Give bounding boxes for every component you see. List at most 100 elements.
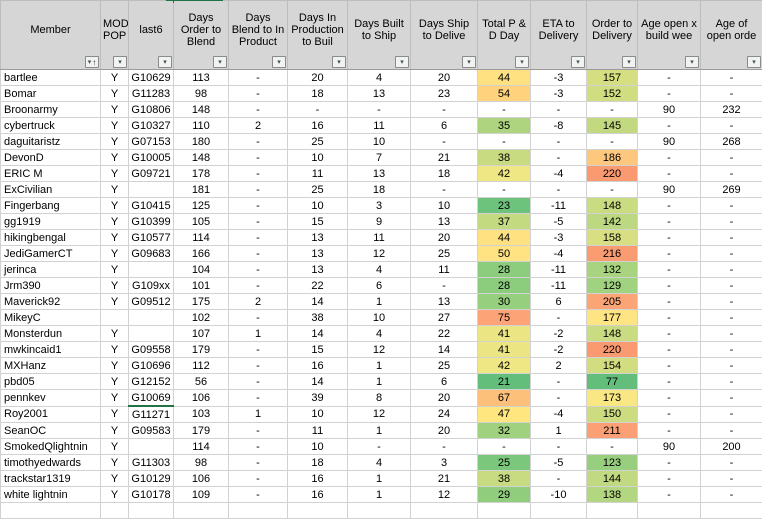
cell-days-in-production-to-build[interactable]: 25 (288, 134, 348, 150)
cell-age-of-open-order[interactable]: - (701, 198, 762, 214)
cell-age-open-x-build-week[interactable]: - (638, 406, 701, 423)
filter-dropdown-icon[interactable]: ▾ (395, 56, 409, 68)
cell-age-of-open-order[interactable]: - (701, 294, 762, 310)
cell-age-open-x-build-week[interactable]: - (638, 214, 701, 230)
cell-total-p-and-d-days[interactable]: 41 (478, 326, 531, 342)
cell-days-ship-to-deliver[interactable]: 22 (411, 326, 478, 342)
cell-eta-to-delivery[interactable]: - (531, 390, 587, 407)
cell-days-ship-to-deliver[interactable]: 20 (411, 423, 478, 439)
cell-mod-pop[interactable]: Y (101, 230, 129, 246)
cell-days-order-to-blend[interactable]: 179 (174, 423, 229, 439)
cell-order-to-delivery[interactable]: 145 (587, 118, 638, 134)
cell-days-ship-to-deliver[interactable]: 11 (411, 262, 478, 278)
cell-eta-to-delivery[interactable]: - (531, 150, 587, 166)
cell-mod-pop[interactable]: Y (101, 134, 129, 150)
cell-eta-to-delivery[interactable]: - (531, 182, 587, 198)
cell-days-blend-to-in-product[interactable]: - (229, 342, 288, 358)
cell-total-p-and-d-days[interactable]: - (478, 439, 531, 455)
cell-days-order-to-blend[interactable]: 112 (174, 358, 229, 374)
cell-days-order-to-blend[interactable] (174, 503, 229, 519)
cell-total-p-and-d-days[interactable]: 44 (478, 230, 531, 246)
cell-eta-to-delivery[interactable]: 6 (531, 294, 587, 310)
cell-days-built-to-ship[interactable]: 4 (348, 70, 411, 86)
cell-days-built-to-ship[interactable]: 1 (348, 374, 411, 390)
cell-days-built-to-ship[interactable]: 9 (348, 214, 411, 230)
cell-days-ship-to-deliver[interactable]: 12 (411, 487, 478, 503)
cell-last6[interactable]: G07153 (129, 134, 174, 150)
cell-last6[interactable]: G11271 (129, 406, 174, 423)
filter-dropdown-icon[interactable]: ▾ (332, 56, 346, 68)
filter-dropdown-icon[interactable]: ▾ (213, 56, 227, 68)
cell-days-blend-to-in-product[interactable]: - (229, 471, 288, 487)
cell-days-in-production-to-build[interactable]: 22 (288, 278, 348, 294)
cell-days-blend-to-in-product[interactable]: - (229, 439, 288, 455)
cell-total-p-and-d-days[interactable]: - (478, 102, 531, 118)
cell-days-in-production-to-build[interactable]: 10 (288, 150, 348, 166)
cell-member[interactable]: Maverick92 (1, 294, 101, 310)
cell-days-ship-to-deliver[interactable] (411, 503, 478, 519)
cell-total-p-and-d-days[interactable]: 75 (478, 310, 531, 326)
cell-days-in-production-to-build[interactable]: 13 (288, 230, 348, 246)
cell-last6[interactable]: G10005 (129, 150, 174, 166)
cell-total-p-and-d-days[interactable]: 23 (478, 198, 531, 214)
cell-age-of-open-order[interactable]: - (701, 278, 762, 294)
cell-eta-to-delivery[interactable]: -5 (531, 455, 587, 471)
cell-days-ship-to-deliver[interactable]: 6 (411, 374, 478, 390)
cell-order-to-delivery[interactable]: - (587, 182, 638, 198)
cell-mod-pop[interactable]: Y (101, 471, 129, 487)
cell-member[interactable]: pennkev (1, 390, 101, 407)
cell-age-of-open-order[interactable]: - (701, 310, 762, 326)
cell-last6[interactable]: G10696 (129, 358, 174, 374)
cell-age-open-x-build-week[interactable]: - (638, 487, 701, 503)
cell-days-in-production-to-build[interactable]: - (288, 102, 348, 118)
cell-days-in-production-to-build[interactable]: 11 (288, 423, 348, 439)
cell-order-to-delivery[interactable]: 211 (587, 423, 638, 439)
cell-days-built-to-ship[interactable]: 12 (348, 406, 411, 423)
cell-days-blend-to-in-product[interactable]: - (229, 102, 288, 118)
cell-order-to-delivery[interactable]: 129 (587, 278, 638, 294)
cell-total-p-and-d-days[interactable]: 37 (478, 214, 531, 230)
cell-order-to-delivery[interactable]: 142 (587, 214, 638, 230)
cell-days-ship-to-deliver[interactable]: 24 (411, 406, 478, 423)
cell-days-blend-to-in-product[interactable]: - (229, 166, 288, 182)
cell-days-in-production-to-build[interactable]: 18 (288, 86, 348, 102)
cell-age-of-open-order[interactable]: - (701, 214, 762, 230)
cell-last6[interactable]: G12152 (129, 374, 174, 390)
cell-mod-pop[interactable]: Y (101, 166, 129, 182)
cell-mod-pop[interactable]: Y (101, 294, 129, 310)
cell-age-of-open-order[interactable]: 268 (701, 134, 762, 150)
cell-order-to-delivery[interactable]: 144 (587, 471, 638, 487)
cell-eta-to-delivery[interactable]: - (531, 310, 587, 326)
cell-days-in-production-to-build[interactable] (288, 503, 348, 519)
cell-order-to-delivery[interactable]: 152 (587, 86, 638, 102)
cell-days-in-production-to-build[interactable]: 14 (288, 374, 348, 390)
cell-days-order-to-blend[interactable]: 114 (174, 230, 229, 246)
cell-member[interactable]: mwkincaid1 (1, 342, 101, 358)
cell-mod-pop[interactable]: Y (101, 182, 129, 198)
cell-total-p-and-d-days[interactable]: 28 (478, 262, 531, 278)
filter-dropdown-icon[interactable]: ▾ (158, 56, 172, 68)
cell-days-blend-to-in-product[interactable]: - (229, 278, 288, 294)
cell-eta-to-delivery[interactable]: 1 (531, 423, 587, 439)
cell-total-p-and-d-days[interactable]: 38 (478, 471, 531, 487)
cell-days-built-to-ship[interactable]: 8 (348, 390, 411, 407)
cell-eta-to-delivery[interactable]: - (531, 471, 587, 487)
cell-last6[interactable]: G10178 (129, 487, 174, 503)
cell-days-order-to-blend[interactable]: 114 (174, 439, 229, 455)
cell-days-order-to-blend[interactable]: 179 (174, 342, 229, 358)
cell-order-to-delivery[interactable]: 173 (587, 390, 638, 407)
cell-days-blend-to-in-product[interactable]: - (229, 262, 288, 278)
cell-mod-pop[interactable]: Y (101, 406, 129, 423)
cell-total-p-and-d-days[interactable]: 21 (478, 374, 531, 390)
cell-age-open-x-build-week[interactable]: - (638, 278, 701, 294)
cell-days-in-production-to-build[interactable]: 14 (288, 294, 348, 310)
cell-days-ship-to-deliver[interactable]: 21 (411, 150, 478, 166)
cell-days-in-production-to-build[interactable]: 16 (288, 471, 348, 487)
cell-total-p-and-d-days[interactable]: 47 (478, 406, 531, 423)
cell-member[interactable]: Bomar (1, 86, 101, 102)
cell-age-open-x-build-week[interactable]: - (638, 374, 701, 390)
filter-dropdown-icon[interactable]: ▾ (113, 56, 127, 68)
cell-days-in-production-to-build[interactable]: 38 (288, 310, 348, 326)
cell-total-p-and-d-days[interactable]: 42 (478, 166, 531, 182)
cell-age-of-open-order[interactable] (701, 503, 762, 519)
